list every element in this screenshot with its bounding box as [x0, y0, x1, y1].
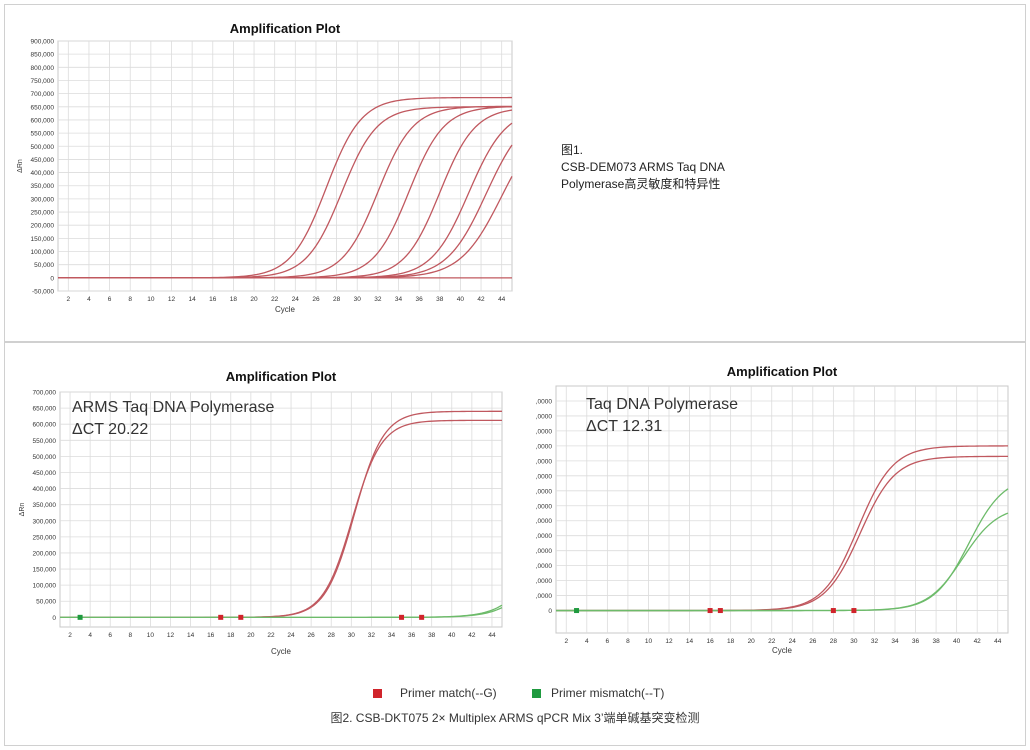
- arms-overlay-line1: ARMS Taq DNA Polymerase: [72, 399, 275, 416]
- arms-overlay-label: ARMS Taq DNA Polymerase ΔCT 20.22: [72, 397, 274, 441]
- legend-primer-match: Primer match(--G): [373, 686, 497, 700]
- taq-overlay-line1: Taq DNA Polymerase: [586, 396, 739, 413]
- legend-primer-mismatch: Primer mismatch(--T): [532, 686, 664, 700]
- legend-swatch-mismatch: [532, 688, 541, 698]
- figure1-caption: 图1. CSB-DEM073 ARMS Taq DNA Polymerase高灵…: [561, 142, 725, 193]
- legend-label-mismatch: Primer mismatch(--T): [551, 686, 665, 700]
- taq-overlay-label: Taq DNA Polymerase ΔCT 12.31: [586, 394, 738, 438]
- taq-delta-ct: ΔCT 12.31: [586, 418, 663, 435]
- figure1-caption-line3: Polymerase高灵敏度和特异性: [561, 177, 721, 191]
- arms-delta-ct: ΔCT 20.22: [72, 421, 149, 438]
- legend-swatch-match: [373, 688, 382, 698]
- figure1-caption-line2: CSB-DEM073 ARMS Taq DNA: [561, 160, 725, 174]
- legend-label-match: Primer match(--G): [400, 686, 497, 700]
- figure1-caption-line1: 图1.: [561, 143, 584, 157]
- figure2-caption: 图2. CSB-DKT075 2× Multiplex ARMS qPCR Mi…: [330, 711, 700, 725]
- top-panel: [4, 4, 1026, 342]
